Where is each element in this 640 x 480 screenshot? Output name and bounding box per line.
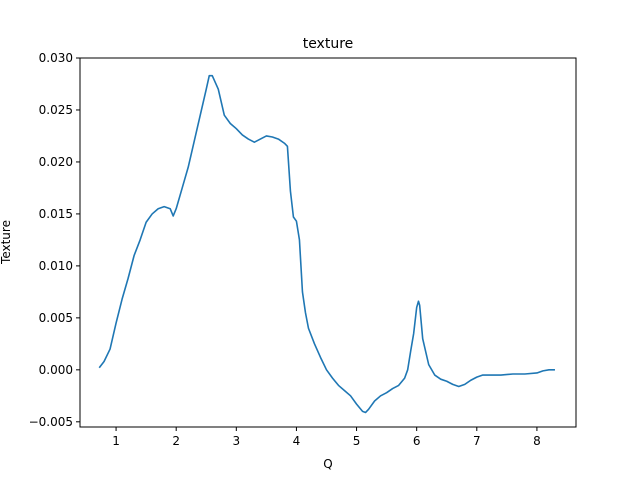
y-tick-label: 0.025 xyxy=(39,103,73,117)
plot-area xyxy=(98,74,555,414)
y-tick-label: 0.015 xyxy=(39,207,73,221)
x-tick-label: 2 xyxy=(172,434,180,448)
y-tick-label: 0.005 xyxy=(39,311,73,325)
x-tick-label: 3 xyxy=(232,434,240,448)
x-tick-label: 4 xyxy=(293,434,301,448)
x-tick-label: 5 xyxy=(353,434,361,448)
x-axis-title: Q xyxy=(323,457,332,471)
plot-frame xyxy=(79,57,577,428)
series-line xyxy=(98,74,555,414)
y-axis: −0.005 0.000 0.005 0.010 0.015 0.020 0.025 0.03… xyxy=(29,51,80,429)
y-axis-title: Texture xyxy=(0,220,13,265)
x-tick-label: 1 xyxy=(112,434,120,448)
y-tick-label: −0.005 xyxy=(29,415,73,429)
y-tick-label: 0.000 xyxy=(39,363,73,377)
y-tick-label: 0.020 xyxy=(39,155,73,169)
y-tick-label: 0.010 xyxy=(39,259,73,273)
chart-title: texture xyxy=(303,36,354,52)
y-tick-label: 0.030 xyxy=(39,51,73,65)
x-tick-label: 7 xyxy=(473,434,481,448)
x-tick-label: 8 xyxy=(533,434,541,448)
x-tick-label: 6 xyxy=(413,434,421,448)
x-axis: 1 2 3 4 5 6 7 8 xyxy=(112,427,541,448)
